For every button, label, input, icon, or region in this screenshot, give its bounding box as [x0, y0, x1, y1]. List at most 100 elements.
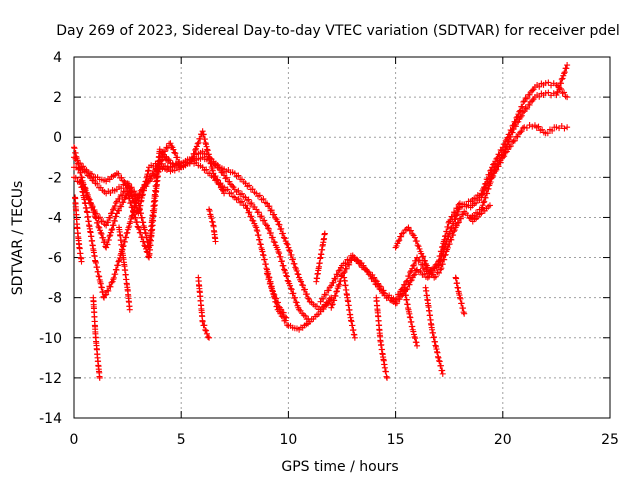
track-marker: [128, 213, 135, 220]
y-tick-label: -4: [48, 210, 62, 226]
track-marker: [527, 98, 534, 105]
track-marker: [194, 140, 201, 147]
track-marker: [119, 192, 126, 199]
track-marker: [522, 105, 529, 112]
track-marker: [195, 139, 202, 146]
track-marker: [281, 266, 288, 273]
track-marker: [106, 233, 113, 240]
track-marker: [112, 271, 119, 278]
y-tick-label: 2: [53, 90, 62, 106]
data-point: [263, 270, 270, 277]
track-marker: [329, 301, 336, 308]
track-marker: [96, 224, 103, 231]
track-marker: [377, 286, 384, 293]
track-marker: [262, 221, 269, 228]
track-marker: [280, 230, 287, 237]
track-marker: [146, 173, 153, 180]
track-marker: [114, 262, 121, 269]
track-marker: [556, 84, 563, 91]
data-point: [283, 314, 290, 321]
track-marker: [453, 222, 460, 229]
track-marker: [72, 149, 79, 156]
track-marker: [346, 261, 353, 268]
track-marker: [203, 143, 210, 150]
track-marker: [214, 164, 221, 171]
track-marker: [284, 241, 291, 248]
track-marker: [330, 279, 337, 286]
track-marker: [278, 258, 285, 265]
x-tick-label: 15: [387, 432, 405, 448]
data-point: [206, 334, 213, 341]
y-tick-label: -10: [39, 331, 62, 347]
track-marker: [227, 181, 234, 188]
data-point: [414, 254, 421, 261]
data-point: [152, 166, 159, 173]
track-marker: [205, 151, 212, 158]
plot-frame: [73, 56, 611, 419]
track-marker: [344, 261, 351, 268]
data-point: [135, 192, 142, 199]
track-marker: [406, 273, 413, 280]
track-marker: [529, 123, 536, 130]
track-marker: [267, 207, 274, 214]
track-marker: [561, 70, 568, 77]
track-marker: [523, 124, 530, 131]
track-marker: [205, 334, 211, 341]
track-marker: [282, 269, 289, 276]
track-marker: [115, 170, 122, 177]
track-marker: [298, 278, 305, 285]
track-marker: [301, 286, 308, 293]
track-marker: [209, 167, 216, 174]
track-marker: [116, 207, 123, 214]
track-marker: [201, 322, 208, 329]
track-marker: [113, 213, 120, 220]
data-point: [414, 342, 421, 349]
track-marker: [253, 227, 260, 234]
track-marker: [511, 137, 518, 144]
track-marker: [549, 127, 556, 134]
y-tick-label: -6: [48, 251, 62, 267]
track-marker: [249, 186, 256, 193]
track-marker: [367, 271, 374, 278]
data-point: [188, 156, 195, 163]
track-marker: [481, 198, 488, 205]
data-point: [253, 224, 260, 231]
track-marker: [395, 238, 402, 245]
track-marker: [126, 195, 133, 202]
data-point: [206, 206, 213, 213]
track-marker: [410, 272, 417, 279]
data-point: [371, 278, 378, 285]
data-point: [169, 160, 176, 167]
track-marker: [208, 215, 215, 222]
track-marker: [421, 270, 428, 277]
data-point: [103, 244, 110, 251]
track-marker: [110, 274, 117, 281]
track-marker: [249, 217, 256, 224]
track-marker: [103, 291, 110, 298]
track-marker: [80, 163, 87, 170]
data-point: [270, 290, 277, 297]
track-marker: [209, 219, 216, 226]
track-marker: [113, 266, 120, 273]
track-marker: [535, 123, 542, 130]
track-marker: [505, 146, 512, 153]
track-marker: [83, 169, 90, 176]
track-marker: [229, 182, 236, 189]
track-marker: [431, 265, 438, 272]
track-marker: [97, 214, 104, 221]
track-marker: [442, 232, 449, 239]
track-marker: [340, 270, 347, 277]
track-marker: [501, 153, 508, 160]
track-marker: [203, 166, 210, 173]
track-marker: [443, 228, 450, 235]
track-marker: [518, 128, 525, 135]
track-marker: [170, 146, 177, 153]
track-marker: [235, 187, 242, 194]
track-marker: [406, 281, 413, 288]
data-point: [424, 264, 431, 271]
data-point: [78, 258, 85, 265]
track-marker: [480, 199, 487, 206]
track-marker: [246, 209, 253, 216]
data-point: [167, 140, 174, 147]
track-marker: [417, 267, 424, 274]
